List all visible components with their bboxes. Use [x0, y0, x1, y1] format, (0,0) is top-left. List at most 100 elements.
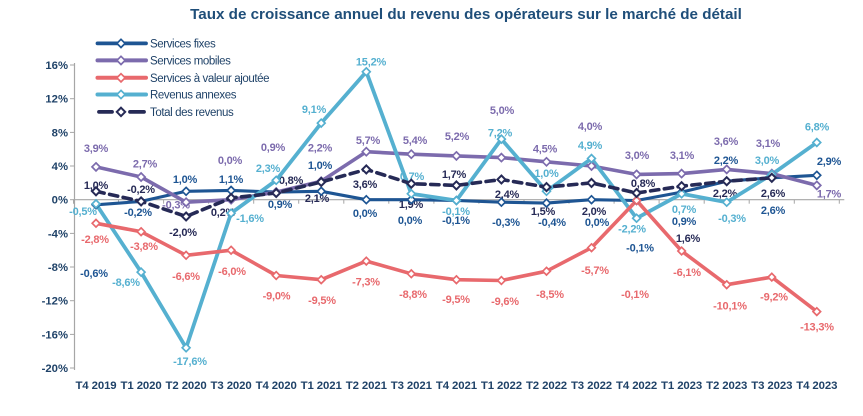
svg-text:15,2%: 15,2% — [356, 57, 387, 69]
svg-text:T4 2022: T4 2022 — [616, 380, 657, 392]
svg-text:-6,6%: -6,6% — [172, 271, 200, 283]
svg-text:1,0%: 1,0% — [534, 168, 559, 180]
svg-text:-6,0%: -6,0% — [218, 266, 246, 278]
svg-text:-16%: -16% — [42, 329, 68, 341]
svg-text:2,3%: 2,3% — [256, 163, 281, 175]
svg-text:Revenus annexes: Revenus annexes — [150, 90, 237, 102]
svg-text:4,0%: 4,0% — [578, 121, 603, 133]
svg-text:2,2%: 2,2% — [714, 155, 739, 167]
svg-text:-0,1%: -0,1% — [626, 243, 654, 255]
svg-text:Services fixes: Services fixes — [150, 39, 216, 51]
svg-text:T2 2021: T2 2021 — [346, 380, 388, 392]
svg-text:T1 2023: T1 2023 — [661, 380, 702, 392]
svg-text:T3 2020: T3 2020 — [211, 380, 252, 392]
svg-text:2,1%: 2,1% — [305, 193, 330, 205]
svg-text:-2,0%: -2,0% — [169, 227, 197, 239]
svg-text:T1 2020: T1 2020 — [121, 380, 162, 392]
svg-text:1,7%: 1,7% — [442, 169, 467, 181]
svg-text:1,0%: 1,0% — [308, 160, 333, 172]
svg-text:-9,0%: -9,0% — [263, 291, 291, 303]
svg-text:0%: 0% — [52, 195, 68, 207]
svg-text:1,1%: 1,1% — [219, 174, 244, 186]
svg-text:0,8%: 0,8% — [279, 175, 304, 187]
svg-text:-0,1%: -0,1% — [442, 206, 470, 218]
svg-text:-8,8%: -8,8% — [399, 289, 427, 301]
svg-text:-9,5%: -9,5% — [308, 295, 336, 307]
svg-text:T1 2022: T1 2022 — [481, 380, 522, 392]
svg-text:5,7%: 5,7% — [356, 135, 381, 147]
svg-text:T4 2020: T4 2020 — [256, 380, 297, 392]
svg-text:0,9%: 0,9% — [268, 199, 293, 211]
svg-text:3,6%: 3,6% — [714, 136, 739, 148]
svg-text:-0,1%: -0,1% — [621, 289, 649, 301]
svg-text:3,0%: 3,0% — [625, 150, 650, 162]
svg-text:1,5%: 1,5% — [531, 206, 556, 218]
svg-text:T1 2021: T1 2021 — [301, 380, 343, 392]
svg-text:7,2%: 7,2% — [488, 128, 513, 140]
svg-text:T2 2022: T2 2022 — [526, 380, 567, 392]
svg-text:2,7%: 2,7% — [133, 159, 158, 171]
svg-text:-1,6%: -1,6% — [236, 213, 264, 225]
svg-text:2,4%: 2,4% — [495, 189, 520, 201]
svg-text:-13,3%: -13,3% — [800, 322, 834, 334]
svg-text:-9,5%: -9,5% — [442, 294, 470, 306]
svg-text:-0,1%: -0,1% — [442, 215, 470, 227]
svg-text:12%: 12% — [45, 94, 68, 106]
svg-text:6,8%: 6,8% — [805, 122, 830, 134]
svg-text:0,9%: 0,9% — [261, 142, 286, 154]
svg-text:1,9%: 1,9% — [399, 199, 424, 211]
svg-text:-8%: -8% — [48, 262, 68, 274]
svg-text:-9,2%: -9,2% — [760, 292, 788, 304]
svg-text:T4 2021: T4 2021 — [436, 380, 478, 392]
svg-text:1,7%: 1,7% — [817, 189, 842, 201]
svg-text:-0,5%: -0,5% — [69, 206, 97, 218]
svg-text:0,9%: 0,9% — [672, 216, 697, 228]
svg-text:T3 2023: T3 2023 — [751, 380, 792, 392]
svg-text:0,0%: 0,0% — [218, 155, 243, 167]
svg-text:8%: 8% — [52, 127, 68, 139]
svg-text:3,1%: 3,1% — [756, 138, 781, 150]
svg-text:-10,1%: -10,1% — [713, 301, 747, 313]
svg-text:-7,3%: -7,3% — [352, 276, 380, 288]
svg-text:-9,6%: -9,6% — [491, 296, 519, 308]
svg-text:T4 2019: T4 2019 — [75, 380, 116, 392]
svg-text:T2 2020: T2 2020 — [166, 380, 207, 392]
svg-text:-0,3%: -0,3% — [718, 213, 746, 225]
svg-text:Total des revenus: Total des revenus — [150, 107, 234, 119]
svg-text:-8,6%: -8,6% — [112, 277, 140, 289]
svg-text:Services mobiles: Services mobiles — [150, 56, 231, 68]
svg-text:5,4%: 5,4% — [403, 135, 428, 147]
svg-text:2,0%: 2,0% — [582, 206, 607, 218]
svg-text:4,9%: 4,9% — [578, 140, 603, 152]
svg-text:-20%: -20% — [42, 363, 68, 375]
svg-text:T3 2021: T3 2021 — [391, 380, 433, 392]
svg-text:1,6%: 1,6% — [676, 233, 701, 245]
svg-text:3,0%: 3,0% — [755, 155, 780, 167]
svg-text:Taux de croissance annuel du r: Taux de croissance annuel du revenu des … — [190, 6, 742, 23]
svg-text:-8,5%: -8,5% — [536, 289, 564, 301]
svg-text:-0,2%: -0,2% — [127, 184, 155, 196]
svg-text:-17,6%: -17,6% — [173, 356, 207, 368]
svg-text:-0,2%: -0,2% — [124, 207, 152, 219]
svg-text:T4 2023: T4 2023 — [796, 380, 837, 392]
svg-text:16%: 16% — [45, 60, 68, 72]
svg-text:4,5%: 4,5% — [533, 144, 558, 156]
svg-text:-0,3%: -0,3% — [492, 217, 520, 229]
svg-text:2,2%: 2,2% — [308, 143, 333, 155]
svg-text:1,0%: 1,0% — [84, 180, 109, 192]
svg-text:0,0%: 0,0% — [398, 215, 423, 227]
svg-text:-12%: -12% — [42, 296, 68, 308]
svg-text:2,6%: 2,6% — [761, 188, 786, 200]
svg-text:3,6%: 3,6% — [353, 179, 378, 191]
svg-text:T3 2022: T3 2022 — [571, 380, 612, 392]
svg-text:3,9%: 3,9% — [84, 143, 109, 155]
svg-text:-0,4%: -0,4% — [538, 217, 566, 229]
svg-text:0,0%: 0,0% — [585, 217, 610, 229]
svg-text:9,1%: 9,1% — [302, 104, 327, 116]
svg-text:2,6%: 2,6% — [761, 205, 786, 217]
svg-text:-4%: -4% — [48, 228, 68, 240]
svg-text:-2,2%: -2,2% — [618, 224, 646, 236]
svg-text:2,9%: 2,9% — [817, 156, 842, 168]
svg-text:1,0%: 1,0% — [173, 174, 198, 186]
svg-text:5,2%: 5,2% — [445, 131, 470, 143]
